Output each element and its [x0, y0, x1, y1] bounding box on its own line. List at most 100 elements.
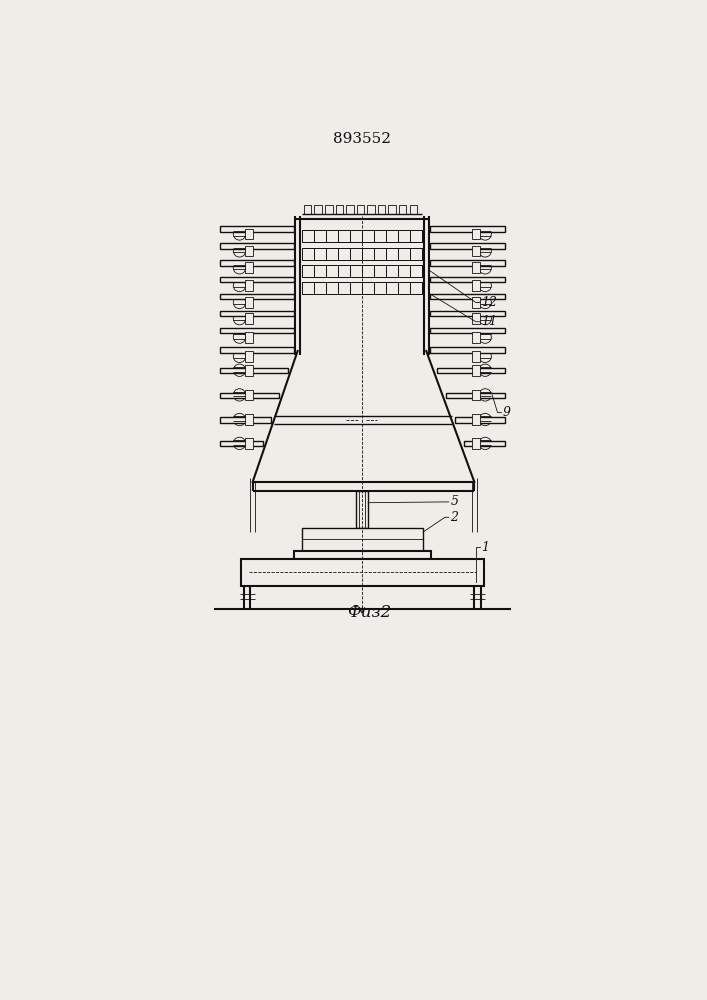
Bar [301, 528, 423, 551]
Bar [430, 277, 506, 282]
Bar [362, 282, 374, 294]
Bar [245, 332, 252, 343]
Bar [472, 414, 480, 425]
Bar [220, 277, 293, 282]
Bar [245, 297, 252, 308]
Circle shape [233, 437, 246, 450]
Bar [301, 265, 422, 277]
Bar [430, 328, 506, 333]
Bar [315, 205, 322, 214]
Bar [301, 282, 422, 294]
Bar [314, 265, 326, 277]
Bar [220, 393, 279, 398]
Circle shape [384, 529, 392, 538]
Bar [472, 389, 480, 400]
Circle shape [233, 364, 246, 376]
Bar [220, 243, 293, 249]
Bar [301, 248, 314, 260]
Bar [245, 280, 252, 291]
Circle shape [479, 389, 491, 401]
Bar [350, 282, 362, 294]
Bar [430, 311, 506, 316]
Bar [314, 230, 326, 242]
Bar [301, 265, 314, 277]
Circle shape [479, 331, 491, 343]
Circle shape [479, 350, 491, 363]
Bar [245, 262, 252, 273]
Text: 11: 11 [481, 315, 497, 328]
Text: Физ2: Физ2 [348, 604, 392, 621]
Bar [374, 248, 386, 260]
Circle shape [312, 529, 321, 538]
Bar [245, 246, 252, 256]
Circle shape [233, 413, 246, 426]
Bar [338, 248, 350, 260]
Bar [445, 393, 506, 398]
Bar [378, 205, 385, 214]
Bar [245, 438, 252, 449]
Bar [338, 265, 350, 277]
Bar [386, 230, 398, 242]
Bar [301, 248, 422, 260]
Bar [472, 351, 480, 362]
Bar [430, 294, 506, 299]
Text: 9: 9 [503, 406, 511, 419]
Bar [304, 205, 311, 214]
Bar [245, 414, 252, 425]
Bar [362, 265, 374, 277]
Bar [472, 365, 480, 376]
Bar [301, 230, 314, 242]
Circle shape [479, 312, 491, 325]
Bar [338, 282, 350, 294]
Bar [374, 230, 386, 242]
Circle shape [233, 279, 246, 292]
Bar [346, 205, 354, 214]
Circle shape [479, 437, 491, 450]
Bar [326, 230, 338, 242]
Bar [245, 229, 252, 239]
Bar [245, 351, 252, 362]
Bar [245, 389, 252, 400]
Circle shape [479, 245, 491, 257]
Bar [472, 438, 480, 449]
Bar [386, 265, 398, 277]
Bar [374, 282, 386, 294]
Bar [220, 417, 271, 423]
Bar [301, 230, 422, 242]
Text: 5: 5 [450, 495, 458, 508]
Bar [220, 226, 293, 232]
Bar [220, 441, 262, 446]
Bar [472, 332, 480, 343]
Bar [386, 248, 398, 260]
Bar [410, 248, 422, 260]
Bar [464, 441, 506, 446]
Bar [367, 205, 375, 214]
Bar [472, 262, 480, 273]
Bar [472, 297, 480, 308]
Circle shape [332, 529, 341, 538]
Bar [388, 205, 396, 214]
Bar [314, 248, 326, 260]
Bar [410, 265, 422, 277]
Bar [455, 417, 506, 423]
Bar [362, 248, 374, 260]
Circle shape [233, 312, 246, 325]
Bar [220, 294, 293, 299]
Circle shape [233, 296, 246, 309]
Circle shape [233, 262, 246, 274]
Circle shape [404, 529, 412, 538]
Bar [356, 491, 368, 528]
Bar [326, 248, 338, 260]
Bar [430, 260, 506, 266]
Bar [220, 347, 293, 353]
Circle shape [233, 245, 246, 257]
Bar [362, 230, 374, 242]
Bar [350, 265, 362, 277]
Text: 2: 2 [450, 511, 458, 524]
Bar [472, 280, 480, 291]
Bar [314, 282, 326, 294]
Bar [336, 205, 343, 214]
Circle shape [479, 413, 491, 426]
Bar [409, 205, 417, 214]
Circle shape [233, 389, 246, 401]
